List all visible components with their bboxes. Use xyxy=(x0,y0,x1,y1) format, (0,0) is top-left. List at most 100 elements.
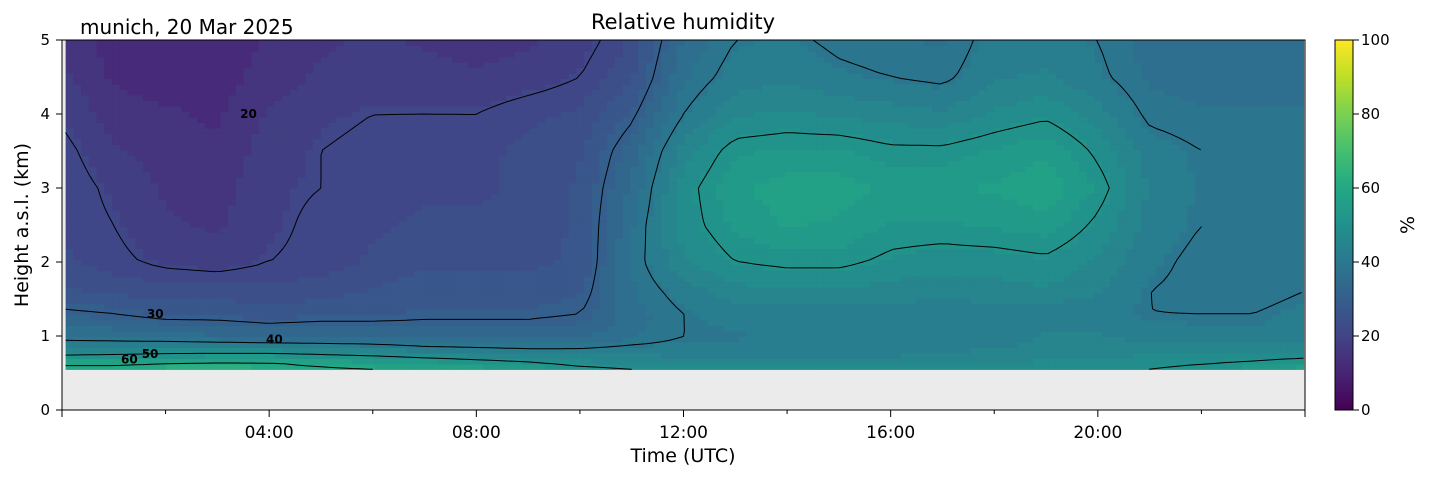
heatmap-cell xyxy=(228,308,237,316)
heatmap-cell xyxy=(1257,308,1266,316)
heatmap-cell xyxy=(630,243,639,250)
heatmap-cell xyxy=(792,341,802,348)
heatmap-cell xyxy=(235,330,245,337)
heatmap-cell xyxy=(785,308,794,316)
heatmap-cell xyxy=(429,199,438,206)
heatmap-cell xyxy=(1195,259,1204,266)
heatmap-cell xyxy=(243,286,252,294)
heatmap-cell xyxy=(816,297,825,305)
heatmap-cell xyxy=(761,232,771,239)
heatmap-cell xyxy=(1001,330,1011,337)
heatmap-cell xyxy=(313,341,322,348)
heatmap-cell xyxy=(181,226,191,233)
heatmap-cell xyxy=(467,336,477,343)
heatmap-cell xyxy=(1040,281,1049,288)
heatmap-cell xyxy=(986,358,995,365)
heatmap-cell xyxy=(560,259,570,266)
heatmap-cell xyxy=(808,341,817,348)
heatmap-cell xyxy=(908,221,918,228)
heatmap-cell xyxy=(1024,248,1034,255)
heatmap-cell xyxy=(1110,281,1119,288)
heatmap-cell xyxy=(1195,303,1204,310)
heatmap-cell xyxy=(576,286,585,294)
heatmap-cell xyxy=(1287,232,1297,239)
heatmap-cell xyxy=(367,221,376,228)
heatmap-cell xyxy=(854,199,864,206)
heatmap-cell xyxy=(166,325,175,332)
heatmap-cell xyxy=(1264,319,1274,326)
heatmap-cell xyxy=(893,292,902,299)
heatmap-cell xyxy=(738,314,748,321)
heatmap-cell xyxy=(1009,210,1018,217)
heatmap-cell xyxy=(274,215,283,222)
heatmap-cell xyxy=(119,193,129,200)
heatmap-cell xyxy=(1164,314,1173,321)
heatmap-cell xyxy=(645,259,655,266)
heatmap-cell xyxy=(429,292,438,299)
heatmap-cell xyxy=(1226,341,1235,348)
heatmap-cell xyxy=(901,308,910,316)
heatmap-cell xyxy=(993,308,1003,316)
heatmap-cell xyxy=(483,303,492,310)
heatmap-cell xyxy=(390,352,399,359)
heatmap-cell xyxy=(251,215,260,222)
heatmap-cell xyxy=(1125,215,1134,222)
heatmap-cell xyxy=(1140,319,1150,326)
heatmap-cell xyxy=(529,226,539,233)
heatmap-cell xyxy=(429,314,438,321)
heatmap-cell xyxy=(576,248,585,255)
heatmap-cell xyxy=(769,243,778,250)
heatmap-cell xyxy=(173,254,183,261)
heatmap-cell xyxy=(1017,221,1026,228)
heatmap-cell xyxy=(204,259,214,266)
heatmap-cell xyxy=(112,297,121,305)
heatmap-cell xyxy=(1032,199,1042,206)
heatmap-cell xyxy=(599,237,608,244)
heatmap-cell xyxy=(1110,210,1119,217)
heatmap-cell xyxy=(390,303,399,310)
heatmap-cell xyxy=(413,243,423,250)
heatmap-cell xyxy=(947,286,956,294)
heatmap-cell xyxy=(351,319,361,326)
heatmap-cell xyxy=(142,358,152,365)
heatmap-cell xyxy=(1086,330,1096,337)
heatmap-cell xyxy=(1241,215,1250,222)
heatmap-cell xyxy=(522,308,531,316)
heatmap-cell xyxy=(885,281,895,288)
heatmap-cell xyxy=(382,292,392,299)
heatmap-cell xyxy=(475,336,484,343)
heatmap-cell xyxy=(916,270,925,277)
heatmap-cell xyxy=(870,248,879,255)
heatmap-cell xyxy=(1202,237,1212,244)
heatmap-cell xyxy=(429,210,438,217)
heatmap-cell xyxy=(88,243,98,250)
heatmap-cell xyxy=(81,248,90,255)
heatmap-cell xyxy=(676,237,686,244)
heatmap-cell xyxy=(986,308,995,316)
heatmap-cell xyxy=(81,265,90,272)
heatmap-cell xyxy=(204,254,214,261)
heatmap-cell xyxy=(150,341,160,348)
heatmap-cell xyxy=(158,286,167,294)
heatmap-cell xyxy=(1257,281,1266,288)
heatmap-cell xyxy=(212,363,221,370)
heatmap-cell xyxy=(785,303,794,310)
heatmap-cell xyxy=(1110,226,1119,233)
heatmap-cell xyxy=(297,210,307,217)
heatmap-cell xyxy=(1171,221,1181,228)
heatmap-cell xyxy=(382,265,392,272)
heatmap-cell xyxy=(289,204,299,211)
heatmap-cell xyxy=(955,358,964,365)
heatmap-cell xyxy=(963,286,972,294)
heatmap-cell xyxy=(831,270,840,277)
heatmap-cell xyxy=(259,276,268,283)
heatmap-cell xyxy=(313,336,322,343)
heatmap-cell xyxy=(367,281,376,288)
heatmap-cell xyxy=(344,243,353,250)
heatmap-cell xyxy=(645,226,655,233)
heatmap-cell xyxy=(715,286,724,294)
heatmap-cell xyxy=(885,210,895,217)
heatmap-cell xyxy=(351,330,361,337)
heatmap-cell xyxy=(498,215,508,222)
heatmap-cell xyxy=(1133,363,1142,370)
